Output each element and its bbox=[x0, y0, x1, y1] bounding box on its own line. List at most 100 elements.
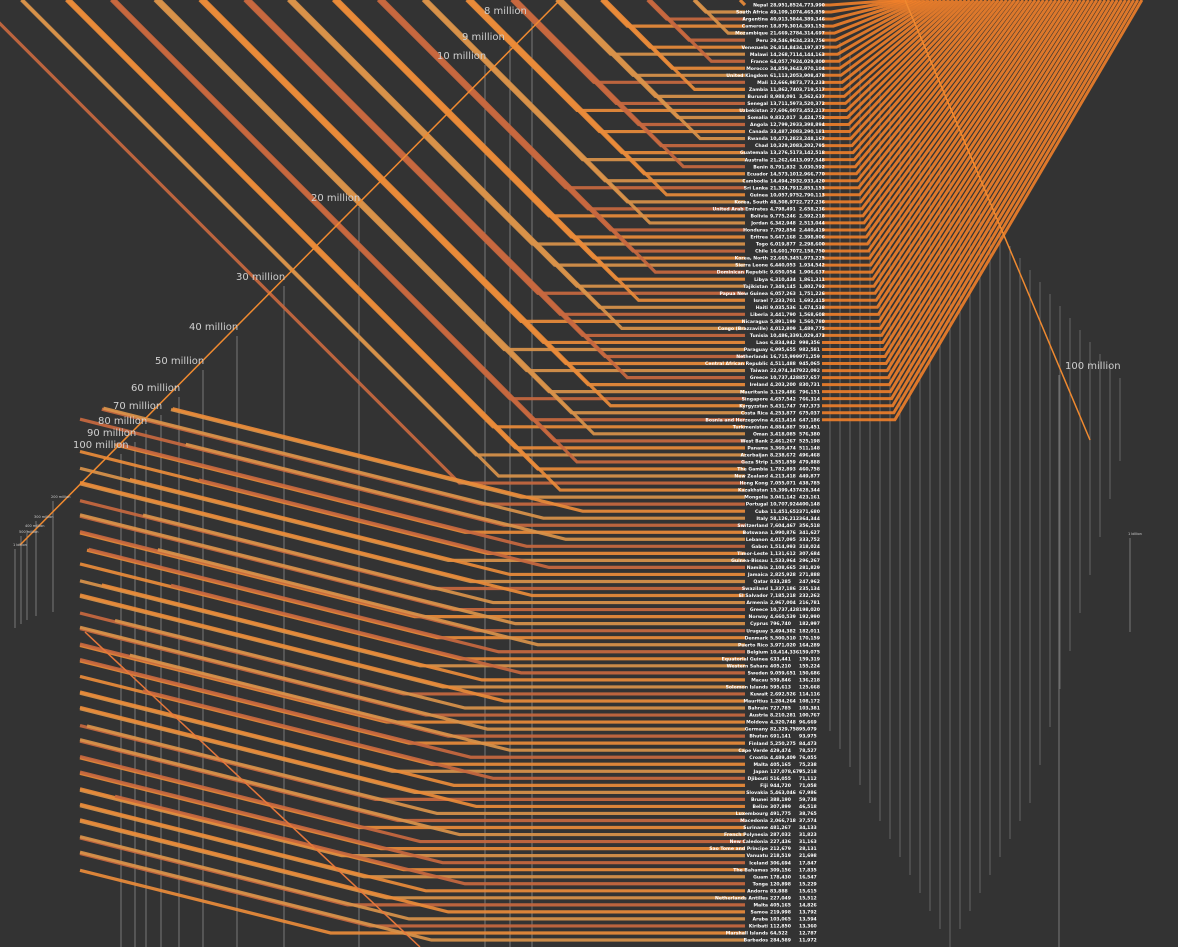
population: 58,126,212 bbox=[770, 516, 799, 522]
value: 95,079 bbox=[799, 727, 817, 733]
population: 4,511,488 bbox=[770, 361, 796, 367]
value: 281,829 bbox=[799, 565, 820, 571]
population: 595,613 bbox=[770, 685, 791, 691]
country-name: Sao Tome and Principe bbox=[709, 846, 768, 852]
value: 59,738 bbox=[799, 797, 817, 803]
fan-line bbox=[114, 794, 745, 886]
country-name: Cyprus bbox=[750, 621, 768, 627]
country-name: Mauritius bbox=[743, 699, 768, 705]
value: 28,131 bbox=[799, 846, 817, 852]
population: 9,832,017 bbox=[770, 115, 796, 121]
fan-line-right bbox=[822, 0, 1045, 253]
fan-line-right bbox=[822, 0, 1119, 380]
fan-line bbox=[693, 0, 745, 35]
population: 6,995,655 bbox=[770, 347, 796, 353]
country-name: Namibia bbox=[747, 565, 768, 571]
population: 944,720 bbox=[770, 783, 791, 789]
value: 1,751,226 bbox=[799, 291, 825, 297]
country-name: Papua New Guinea bbox=[719, 291, 768, 297]
value: 16,547 bbox=[799, 874, 817, 880]
fan-line-right bbox=[822, 0, 1041, 246]
value: 78,527 bbox=[799, 748, 817, 754]
country-name: Macau bbox=[751, 677, 768, 683]
fan-line bbox=[101, 583, 745, 682]
fan-line-right bbox=[822, 0, 1078, 309]
fan-line-right bbox=[822, 0, 1140, 415]
country-name: Libya bbox=[754, 277, 768, 283]
country-name: West Bank bbox=[741, 438, 769, 444]
population: 5,647,168 bbox=[770, 235, 796, 241]
country-name: Tajikistan bbox=[743, 284, 768, 290]
country-name: Iceland bbox=[749, 860, 768, 866]
population: 7,185,218 bbox=[770, 593, 796, 599]
value: 356,518 bbox=[799, 523, 820, 529]
population: 7,792,854 bbox=[770, 228, 796, 234]
country-name: Finland bbox=[749, 741, 768, 747]
value: 1,489,775 bbox=[799, 326, 825, 332]
country-name: Azerbaijan bbox=[740, 453, 768, 459]
value: 525,198 bbox=[799, 438, 820, 444]
fan-line-right bbox=[822, 0, 1074, 302]
fan-line-right bbox=[822, 0, 1099, 344]
country-name: Greece bbox=[750, 375, 768, 381]
population: 6,019,877 bbox=[770, 242, 796, 248]
value: 747,373 bbox=[799, 403, 820, 409]
population: 481,267 bbox=[770, 825, 791, 831]
population: 112,850 bbox=[770, 924, 791, 930]
population: 15,399,437 bbox=[770, 488, 799, 494]
country-name: Jordan bbox=[750, 221, 768, 227]
value: 4,393,152 bbox=[799, 24, 825, 30]
country-name: Netherlands Antilles bbox=[715, 895, 768, 901]
scale-label: 500 million bbox=[19, 530, 38, 534]
population: 3,041,142 bbox=[770, 495, 796, 501]
fan-line-right bbox=[822, 0, 1049, 260]
fan-line bbox=[113, 0, 745, 464]
country-name: Oman bbox=[753, 431, 768, 437]
value: 3,398,894 bbox=[799, 122, 825, 128]
population: 3,129,486 bbox=[770, 389, 796, 395]
fan-line-right bbox=[822, 0, 988, 155]
scale-label: 200 million bbox=[51, 495, 70, 499]
population: 2,108,665 bbox=[770, 565, 796, 571]
country-name: French Polynesia bbox=[724, 832, 768, 838]
value: 2,790,113 bbox=[799, 192, 825, 198]
fan-line-right bbox=[822, 0, 963, 112]
value: 3,142,518 bbox=[799, 150, 825, 156]
scale-label: 1 billion bbox=[13, 543, 27, 547]
fan-line bbox=[157, 548, 745, 647]
value: 17,835 bbox=[799, 867, 817, 873]
country-name: Malawi bbox=[750, 52, 769, 58]
country-name: Guatemala bbox=[740, 150, 768, 156]
population: 8,988,091 bbox=[770, 94, 796, 100]
country-name: United Arab Emirates bbox=[713, 206, 769, 212]
country-name: Swaziland bbox=[742, 586, 768, 592]
value: 307,684 bbox=[799, 551, 820, 557]
population: 4,203,200 bbox=[770, 382, 796, 388]
population: 3,494,382 bbox=[770, 628, 796, 634]
population: 8,238,672 bbox=[770, 453, 796, 459]
value: 4,773,990 bbox=[799, 3, 825, 9]
country-name: Cape Verde bbox=[738, 748, 768, 754]
country-name: Equatorial Guinea bbox=[722, 656, 768, 662]
fan-line-right bbox=[822, 0, 1131, 401]
country-name: Suriname bbox=[743, 825, 768, 831]
fan-line-right bbox=[822, 0, 922, 42]
fan-line-right bbox=[822, 0, 992, 162]
fan-line-right bbox=[822, 0, 901, 7]
country-name: Qatar bbox=[753, 579, 768, 585]
value: 37,574 bbox=[799, 818, 817, 824]
population: 429,474 bbox=[770, 748, 791, 754]
value: 159,319 bbox=[799, 656, 820, 662]
fan-line bbox=[337, 0, 745, 302]
country-name: Samoa bbox=[751, 909, 768, 915]
labels: 8 million 9 million 10 million 20 million 30… bbox=[13, 3, 1142, 944]
country-name: Slovakia bbox=[746, 790, 768, 796]
fan-line-right bbox=[822, 0, 947, 84]
fan-line bbox=[602, 0, 745, 70]
value: 341,627 bbox=[799, 530, 820, 536]
country-name: Uruguay bbox=[746, 628, 768, 634]
value: 3,520,372 bbox=[799, 101, 825, 107]
population: 1,533,964 bbox=[770, 558, 796, 564]
population: 833,285 bbox=[770, 579, 791, 585]
fan-line bbox=[79, 770, 745, 865]
